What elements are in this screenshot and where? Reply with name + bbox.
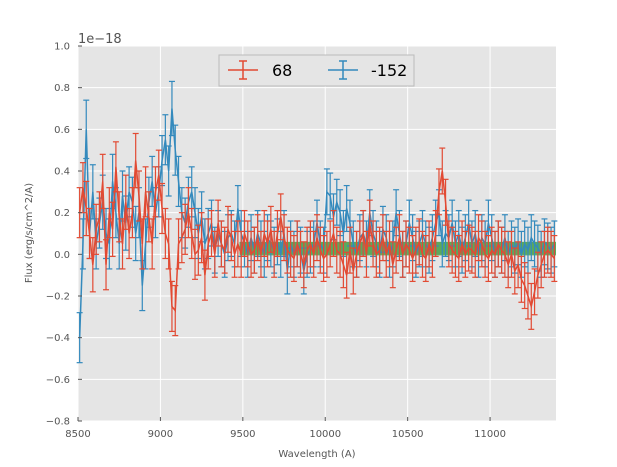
legend-label-68: 68	[272, 61, 292, 80]
x-tick-label: 11000	[474, 429, 506, 440]
y-tick-label: −0.6	[46, 375, 70, 386]
y-tick-label: −0.2	[46, 292, 70, 303]
y-tick-label: 0.4	[54, 167, 70, 178]
x-tick-label: 10000	[309, 429, 341, 440]
series-group	[76, 80, 558, 364]
y-tick-label: 0.8	[54, 83, 70, 94]
legend-entry-152: -152	[328, 60, 407, 80]
x-axis-label: Wavelength (A)	[278, 449, 355, 460]
legend: 68 -152	[218, 54, 415, 87]
x-ticks: 8500 9000 9500 10000 10500 11000	[65, 417, 506, 440]
y-tick-label: 0.0	[54, 250, 70, 261]
x-tick-label: 9000	[148, 429, 173, 440]
y-tick-label: 1.0	[54, 42, 70, 53]
series-line	[78, 160, 555, 313]
y-offset-label: 1e−18	[78, 32, 122, 47]
legend-label-152: -152	[371, 61, 407, 80]
series-68	[76, 132, 558, 337]
x-tick-label: 9500	[230, 429, 255, 440]
y-tick-label: −0.8	[46, 417, 70, 428]
x-tick-label: 8500	[65, 429, 90, 440]
x-tick-label: 10500	[392, 429, 424, 440]
legend-entry-68: 68	[228, 60, 292, 80]
y-ticks: −0.8 −0.6 −0.4 −0.2 0.0 0.2 0.4 0.6 0.8 1.0	[46, 42, 82, 428]
y-tick-label: −0.4	[46, 333, 70, 344]
y-tick-label: 0.6	[54, 125, 70, 136]
y-axis-label: Flux (erg/s/cm^2/A)	[24, 183, 35, 283]
y-tick-label: 0.2	[54, 208, 70, 219]
